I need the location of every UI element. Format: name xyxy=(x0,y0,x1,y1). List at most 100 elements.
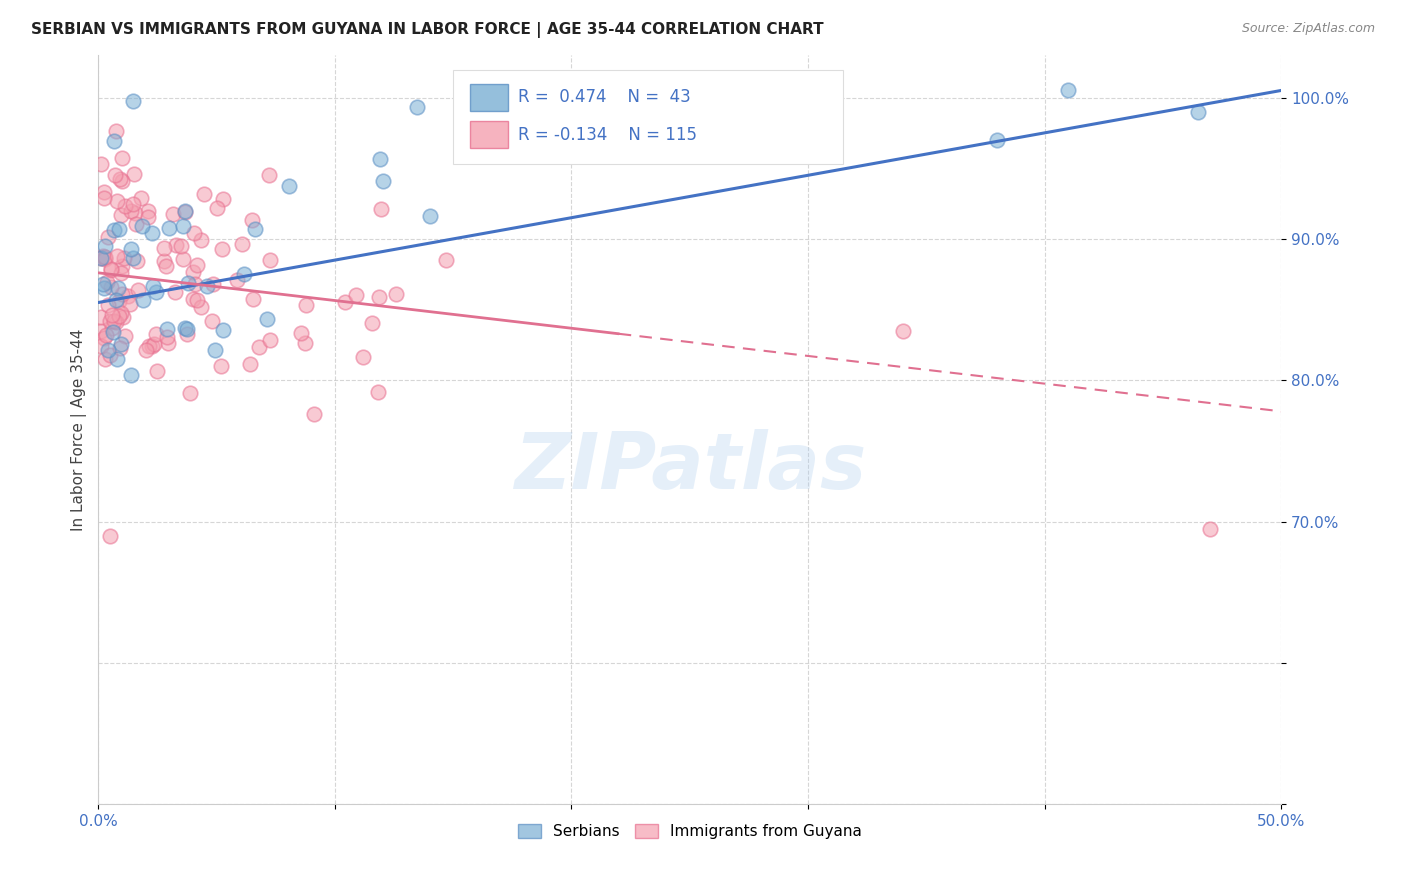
Point xyxy=(104,315,127,329)
Point xyxy=(93,330,115,344)
Point xyxy=(110,266,132,280)
Point xyxy=(302,407,325,421)
Point xyxy=(186,258,208,272)
Point xyxy=(90,324,112,338)
Point xyxy=(111,173,134,187)
Point xyxy=(105,124,128,138)
Text: R = -0.134    N = 115: R = -0.134 N = 115 xyxy=(519,126,697,144)
Point xyxy=(183,226,205,240)
Point xyxy=(138,203,160,218)
Point xyxy=(211,243,233,257)
Point xyxy=(122,167,145,181)
Point xyxy=(201,277,224,291)
Point xyxy=(100,262,122,277)
Point xyxy=(242,292,264,306)
Point xyxy=(100,348,122,362)
Point xyxy=(105,293,128,308)
Point xyxy=(93,185,115,199)
Point xyxy=(419,210,441,224)
Point xyxy=(1199,522,1222,536)
Point xyxy=(172,219,194,233)
Point xyxy=(96,275,118,289)
Point xyxy=(111,310,134,324)
Point xyxy=(90,251,112,265)
Point xyxy=(256,311,278,326)
Point xyxy=(97,298,120,312)
Point xyxy=(352,350,374,364)
Point xyxy=(131,191,153,205)
Point xyxy=(295,298,318,312)
Point xyxy=(141,227,163,241)
Point xyxy=(103,134,125,148)
Point xyxy=(93,191,115,205)
Point xyxy=(434,253,457,268)
Point xyxy=(100,280,122,294)
Point xyxy=(121,251,143,265)
Point xyxy=(373,174,395,188)
Point xyxy=(114,328,136,343)
Point xyxy=(104,168,127,182)
FancyBboxPatch shape xyxy=(470,84,508,111)
Point xyxy=(110,342,132,356)
Point xyxy=(108,172,131,186)
Point xyxy=(172,252,194,267)
Point xyxy=(105,351,128,366)
Point xyxy=(138,339,160,353)
Point xyxy=(1187,104,1209,119)
Point xyxy=(114,199,136,213)
Point xyxy=(204,343,226,358)
Point xyxy=(90,339,112,353)
Point xyxy=(142,279,165,293)
Point xyxy=(125,253,148,268)
Point xyxy=(162,207,184,221)
Text: Source: ZipAtlas.com: Source: ZipAtlas.com xyxy=(1241,22,1375,36)
Point xyxy=(153,254,176,268)
Point xyxy=(197,279,219,293)
Point xyxy=(97,230,120,244)
Point xyxy=(94,250,117,264)
Point xyxy=(101,321,124,335)
Point xyxy=(1057,83,1080,97)
Point xyxy=(290,326,312,340)
Point xyxy=(368,153,391,167)
Point xyxy=(121,197,143,211)
Point xyxy=(105,194,128,209)
Point xyxy=(135,343,157,357)
Point xyxy=(97,343,120,358)
Point xyxy=(165,238,187,252)
Point xyxy=(239,357,262,371)
Point xyxy=(110,306,132,320)
Point xyxy=(155,260,177,274)
Point xyxy=(209,359,232,373)
Point xyxy=(176,327,198,342)
Point xyxy=(105,249,128,263)
Point xyxy=(257,169,280,183)
Point xyxy=(93,252,115,266)
Point xyxy=(100,263,122,277)
Point xyxy=(90,251,112,265)
Point xyxy=(242,212,264,227)
Point xyxy=(190,300,212,314)
Point xyxy=(98,314,121,328)
Point xyxy=(93,238,115,252)
Point xyxy=(120,297,142,311)
Point xyxy=(174,321,197,335)
Point xyxy=(294,335,316,350)
Point xyxy=(259,333,281,347)
Point xyxy=(93,249,115,263)
Point xyxy=(406,100,429,114)
Point xyxy=(181,265,204,279)
Point xyxy=(367,385,389,400)
Point xyxy=(138,210,160,224)
Point xyxy=(193,186,215,201)
Point xyxy=(181,292,204,306)
Legend: Serbians, Immigrants from Guyana: Serbians, Immigrants from Guyana xyxy=(512,818,868,846)
Point xyxy=(249,340,271,354)
Point xyxy=(98,529,121,543)
Text: R =  0.474    N =  43: R = 0.474 N = 43 xyxy=(519,88,690,106)
Point xyxy=(173,203,195,218)
Point xyxy=(184,277,207,292)
Point xyxy=(143,336,166,351)
Point xyxy=(132,293,155,307)
Point xyxy=(231,236,253,251)
